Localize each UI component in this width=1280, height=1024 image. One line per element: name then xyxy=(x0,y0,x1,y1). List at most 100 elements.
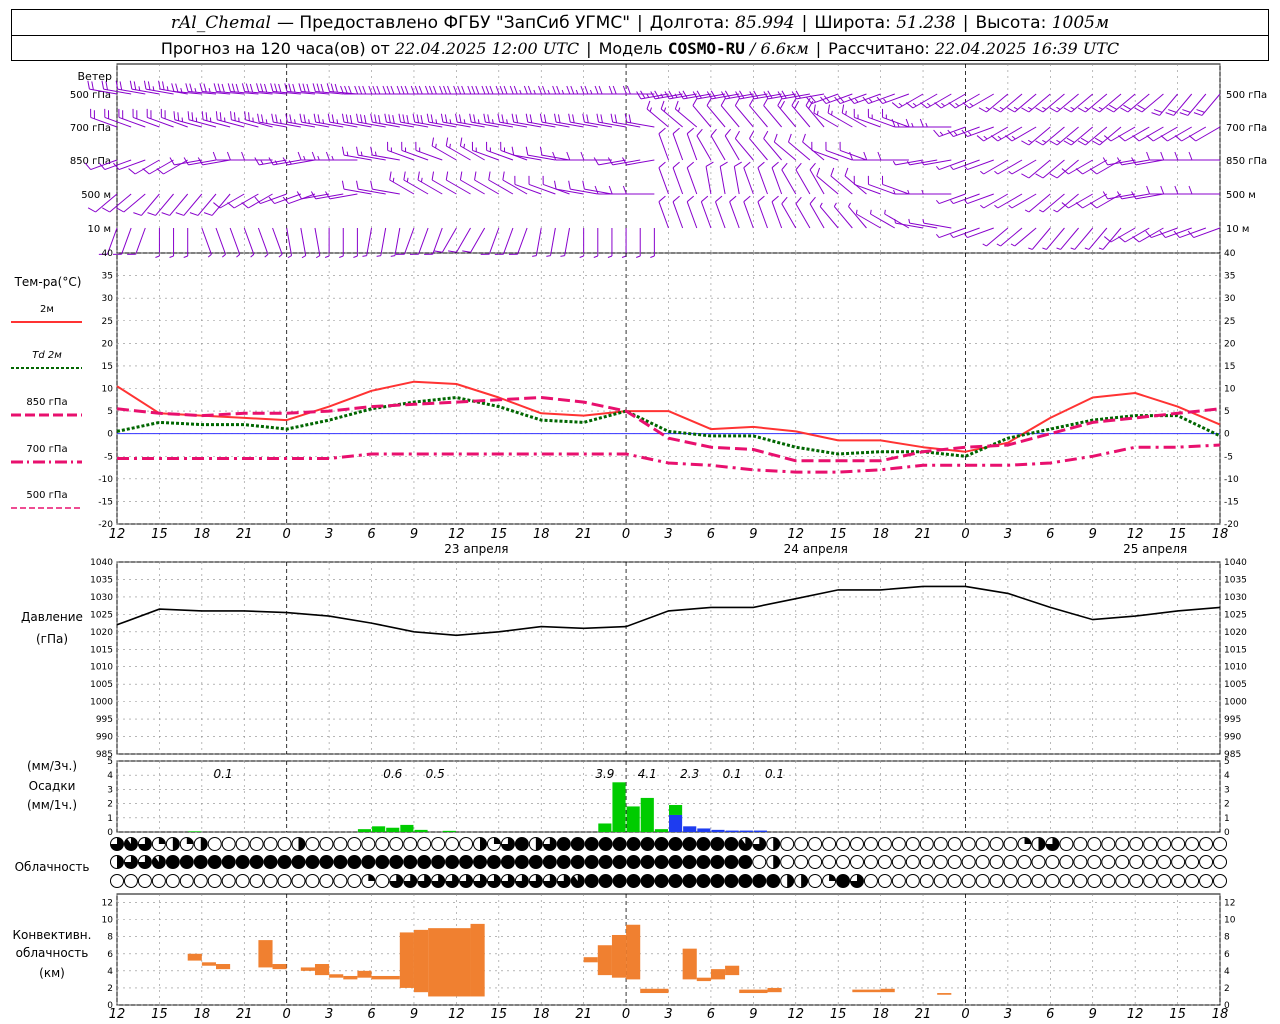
wind-barb xyxy=(848,93,881,105)
time-tick-label-bottom: 18 xyxy=(194,1007,211,1022)
pres-tick-left: 1025 xyxy=(90,610,113,620)
wind-level-label: 700 гПа xyxy=(70,123,111,134)
pres-tick-right: 1005 xyxy=(1224,680,1247,690)
cloud-symbol xyxy=(431,855,446,869)
cloud-symbol xyxy=(710,874,725,888)
wind-barb xyxy=(921,189,952,195)
wind-barb xyxy=(215,111,245,128)
time-tick-label: 15 xyxy=(151,527,168,542)
wind-barb xyxy=(173,111,202,128)
wind-barb xyxy=(621,228,627,258)
wind-barb xyxy=(672,161,684,195)
wind-barb xyxy=(1132,126,1164,142)
wind-barb xyxy=(934,93,966,109)
cloud-fill xyxy=(172,837,180,851)
prec-rain-bar xyxy=(400,824,414,832)
cloud-symbol xyxy=(389,855,404,869)
cloud-symbol xyxy=(570,837,585,851)
cloud-symbol xyxy=(989,874,1004,888)
wind-barb xyxy=(1159,227,1192,239)
cloud-symbol xyxy=(668,874,683,888)
time-tick-label: 15 xyxy=(1169,527,1186,542)
wind-barb xyxy=(962,93,994,109)
pres-tick-left: 995 xyxy=(96,715,113,725)
wind-barb xyxy=(763,90,796,100)
wind-barb xyxy=(867,175,895,195)
wind-barb xyxy=(624,113,655,128)
cloud-symbol xyxy=(249,855,264,869)
cloud-fill xyxy=(1024,837,1032,844)
cloud-symbol xyxy=(905,855,920,869)
time-tick-label-bottom: 0 xyxy=(961,1007,969,1022)
conv-bar xyxy=(300,967,315,971)
wind-barb xyxy=(719,161,728,195)
wind-barb xyxy=(1061,159,1093,175)
wind-barb xyxy=(155,228,160,258)
temp-tick-left: 35 xyxy=(102,272,113,282)
time-tick-label: 3 xyxy=(664,527,672,542)
cloud-symbol xyxy=(514,837,529,851)
prec-tick-left: 3 xyxy=(107,785,113,795)
wind-barb xyxy=(185,83,217,95)
wind-level-label-right: 500 гПа xyxy=(1226,90,1267,101)
temp-legend-label: 850 гПа xyxy=(26,397,67,408)
wind-barb xyxy=(362,227,373,257)
time-tick-label: 6 xyxy=(707,527,715,542)
cloud-symbol xyxy=(333,855,348,869)
conv-tick-right: 8 xyxy=(1224,933,1230,943)
wind-barb xyxy=(1131,191,1164,200)
cloud-symbol xyxy=(319,837,334,851)
cloud-symbol xyxy=(822,837,837,851)
wind-barb xyxy=(724,128,740,161)
prec-tick-left: 5 xyxy=(107,757,113,767)
temp-tick-left: 20 xyxy=(102,339,114,349)
cloud-symbol xyxy=(584,874,599,888)
wind-barb xyxy=(678,90,712,100)
cloud-symbol xyxy=(1031,874,1046,888)
conv-bar xyxy=(937,993,952,995)
wind-barb xyxy=(660,100,683,128)
wind-barb xyxy=(743,195,754,229)
cloud-symbol xyxy=(221,837,236,851)
cloud-symbol xyxy=(375,874,390,888)
time-tick-label-bottom: 15 xyxy=(491,1007,508,1022)
wind-barb xyxy=(272,227,283,258)
cloud-fill xyxy=(117,855,124,869)
wind-barb xyxy=(387,141,415,161)
wind-barb xyxy=(1118,227,1150,243)
wind-barb xyxy=(403,171,429,195)
cloud-symbol xyxy=(933,837,948,851)
prec-3h-label: 4.1 xyxy=(638,767,657,781)
cloud-symbol xyxy=(1157,874,1172,888)
wind-barb xyxy=(554,180,584,195)
cloud-symbol xyxy=(235,855,250,869)
wind-barb xyxy=(593,228,599,258)
wind-barb xyxy=(1061,193,1093,209)
conv-title: Конвективн. xyxy=(13,928,92,942)
wind-barb xyxy=(1021,159,1051,179)
time-tick-label-bottom: 15 xyxy=(151,1007,168,1022)
time-tick-label-bottom: 9 xyxy=(749,1007,757,1022)
wind-barb xyxy=(1134,93,1164,113)
prec-snow-bar xyxy=(725,830,739,832)
wind-barb xyxy=(341,146,372,161)
cloud-symbol xyxy=(1003,837,1018,851)
time-tick-label-bottom: 9 xyxy=(410,1007,418,1022)
wind-barb xyxy=(757,195,768,229)
cloud-symbol xyxy=(263,855,278,869)
cloud-fill xyxy=(403,874,417,888)
wind-barb xyxy=(982,227,1009,247)
prec-snow-bar xyxy=(753,830,767,832)
time-tick-label: 18 xyxy=(194,527,211,542)
wind-barb xyxy=(1075,193,1108,209)
cloud-symbol xyxy=(780,855,795,869)
cloud-symbol xyxy=(1073,855,1088,869)
wind-barb xyxy=(1035,93,1065,113)
pres-tick-left: 985 xyxy=(96,750,113,760)
cloud-symbol xyxy=(822,855,837,869)
wind-barb xyxy=(933,126,966,138)
wind-barb xyxy=(1116,157,1150,166)
cloud-symbol xyxy=(919,874,934,888)
wind-barb xyxy=(1035,126,1065,146)
cloud-symbol xyxy=(668,837,683,851)
